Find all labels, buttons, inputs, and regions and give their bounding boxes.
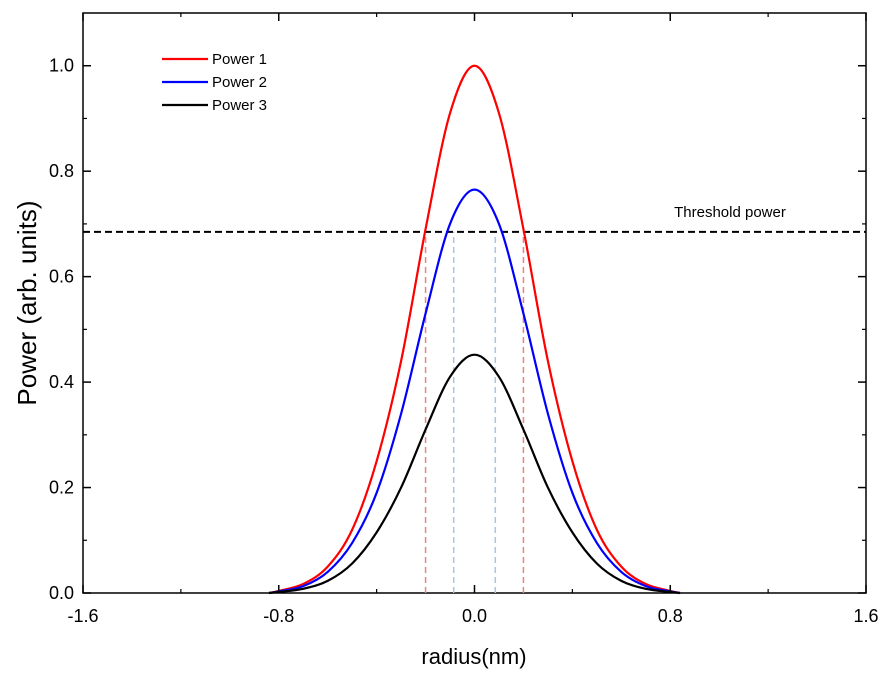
x-tick-label: 1.6 [853, 606, 878, 626]
x-axis-title: radius(nm) [421, 644, 526, 669]
series-line-1 [268, 64, 681, 595]
y-axis-title: Power (arb. units) [12, 200, 42, 405]
series-line-2 [268, 188, 681, 595]
x-tick-label: 0.0 [462, 606, 487, 626]
x-tick-label: -1.6 [67, 606, 98, 626]
y-tick-label: 0.8 [49, 161, 74, 181]
legend: Power 1 Power 2 Power 3 [162, 51, 267, 114]
y-tick-label: 0.4 [49, 372, 74, 392]
legend-label-3: Power 3 [212, 97, 267, 114]
legend-label-2: Power 2 [212, 74, 267, 91]
y-tick-label: 0.6 [49, 267, 74, 287]
series-line-3 [268, 353, 681, 595]
x-tick-label: 0.8 [658, 606, 683, 626]
threshold-label: Threshold power [674, 204, 786, 221]
marker-lines [424, 231, 525, 593]
legend-label-1: Power 1 [212, 51, 267, 68]
x-tick-label: -0.8 [263, 606, 294, 626]
plot-frame [82, 12, 867, 594]
series-lines [268, 64, 681, 595]
y-tick-label: 0.0 [49, 583, 74, 603]
y-tick-label: 1.0 [49, 56, 74, 76]
axis-ticks: -1.6 -0.8 0.0 0.8 1.6 0.0 0.2 0.4 0.6 0.8 1.0 [49, 13, 879, 626]
y-tick-label: 0.2 [49, 478, 74, 498]
